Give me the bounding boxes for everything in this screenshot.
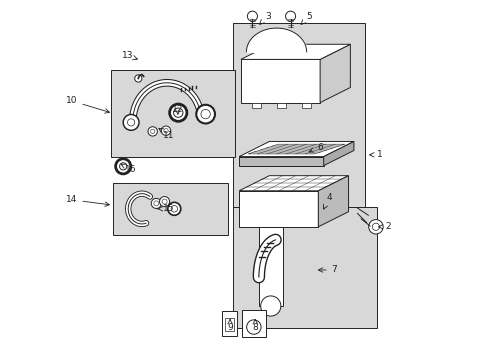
Text: 12: 12 — [172, 105, 183, 114]
Text: 5: 5 — [301, 12, 311, 24]
Circle shape — [368, 220, 382, 234]
Bar — [232, 23, 365, 211]
Circle shape — [148, 127, 157, 136]
Text: 3: 3 — [259, 12, 270, 24]
Polygon shape — [239, 176, 348, 191]
Circle shape — [120, 163, 126, 170]
Text: 16: 16 — [121, 164, 137, 174]
Text: 6: 6 — [308, 143, 322, 152]
Text: 14: 14 — [66, 195, 109, 206]
Text: 7: 7 — [318, 266, 337, 274]
Polygon shape — [320, 44, 349, 103]
Circle shape — [151, 198, 161, 208]
Polygon shape — [239, 141, 353, 157]
Text: 4: 4 — [323, 194, 331, 209]
Circle shape — [169, 104, 186, 121]
Polygon shape — [247, 144, 344, 154]
Polygon shape — [323, 141, 353, 166]
Circle shape — [285, 11, 295, 21]
Circle shape — [115, 159, 130, 174]
Circle shape — [161, 126, 170, 135]
Circle shape — [371, 223, 379, 230]
Circle shape — [134, 75, 142, 82]
Bar — [276, 103, 285, 108]
Circle shape — [150, 129, 155, 134]
Bar — [224, 318, 234, 331]
Text: 9: 9 — [227, 320, 232, 332]
Circle shape — [163, 129, 168, 133]
Circle shape — [153, 201, 159, 206]
Polygon shape — [239, 191, 318, 227]
Text: 11: 11 — [159, 128, 174, 139]
Bar — [241, 310, 265, 337]
Circle shape — [260, 296, 280, 316]
Circle shape — [123, 114, 139, 130]
Circle shape — [196, 105, 215, 123]
Circle shape — [201, 109, 210, 119]
Bar — [251, 103, 260, 108]
Polygon shape — [241, 44, 349, 59]
Text: 10: 10 — [66, 96, 109, 113]
Text: 2: 2 — [378, 222, 390, 231]
Text: 8: 8 — [252, 320, 258, 332]
Bar — [232, 207, 376, 328]
Circle shape — [167, 202, 181, 215]
Bar — [302, 103, 310, 108]
Text: 1: 1 — [369, 150, 382, 159]
Bar — [222, 311, 237, 336]
Circle shape — [162, 199, 167, 204]
Polygon shape — [241, 59, 320, 103]
Polygon shape — [318, 176, 348, 227]
Text: 13: 13 — [122, 51, 137, 60]
Text: 15: 15 — [157, 204, 174, 213]
Circle shape — [246, 320, 261, 334]
Circle shape — [159, 197, 169, 207]
Bar — [111, 70, 235, 157]
Circle shape — [247, 11, 257, 21]
Circle shape — [127, 119, 134, 126]
Bar — [259, 227, 282, 306]
Circle shape — [173, 108, 183, 117]
Bar — [113, 183, 228, 235]
Circle shape — [171, 206, 177, 212]
Polygon shape — [239, 157, 323, 166]
